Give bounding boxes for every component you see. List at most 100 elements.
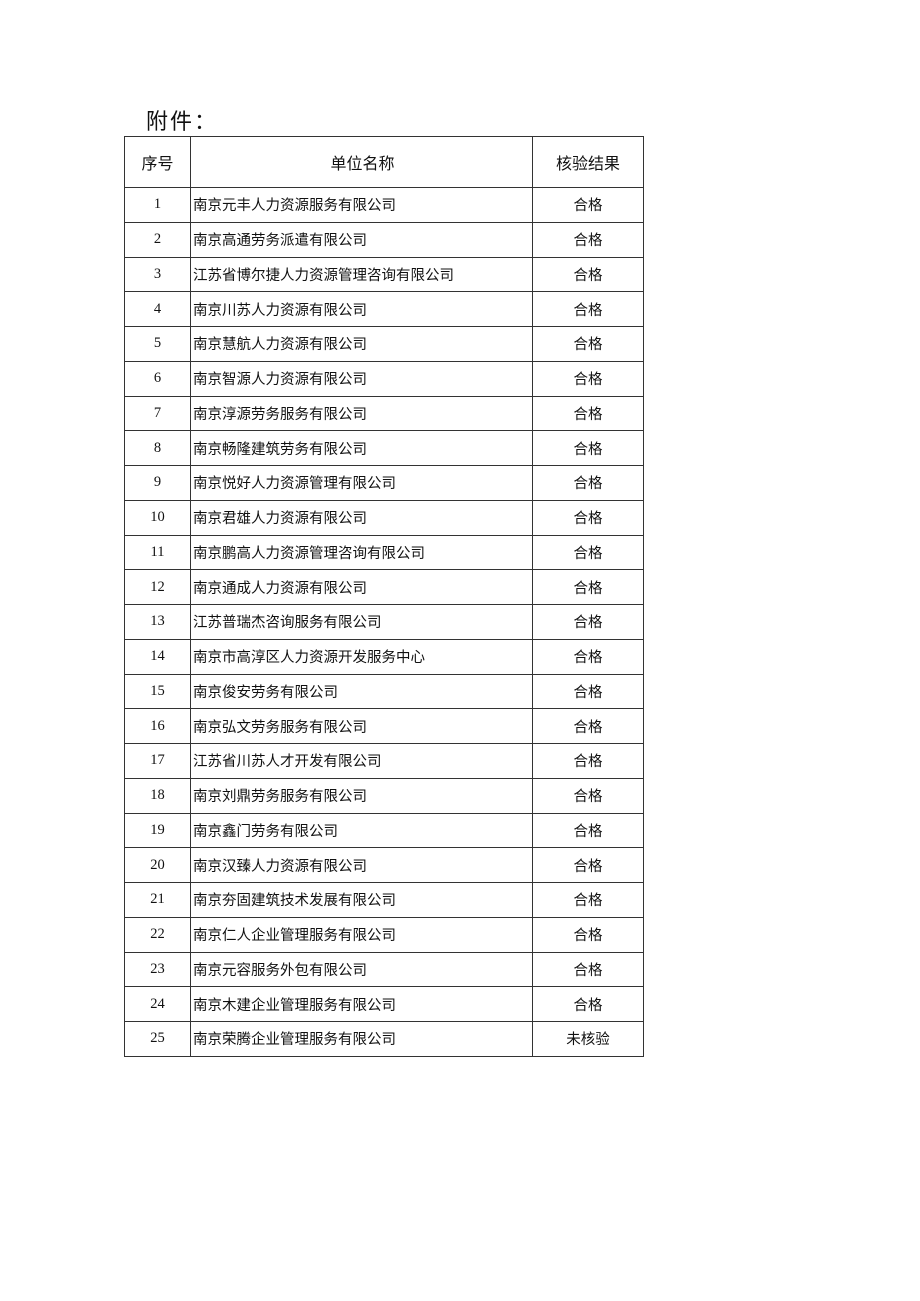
table-row: 16 南京弘文劳务服务有限公司 合格	[124, 708, 644, 744]
unit-name-cell: 南京鑫门劳务有限公司	[190, 812, 533, 849]
result-cell: 合格	[532, 256, 644, 293]
serial-no-cell: 2	[124, 221, 191, 258]
serial-no-cell: 7	[124, 395, 191, 432]
table-row: 4 南京川苏人力资源有限公司 合格	[124, 291, 644, 327]
serial-no-cell: 13	[124, 604, 191, 640]
result-cell: 合格	[532, 499, 644, 536]
serial-no-cell: 23	[124, 951, 191, 988]
serial-no-cell: 1	[124, 187, 191, 223]
table-row: 25 南京荣腾企业管理服务有限公司 未核验	[124, 1021, 644, 1057]
result-cell: 合格	[532, 291, 644, 327]
table-row: 7 南京淳源劳务服务有限公司 合格	[124, 395, 644, 432]
serial-no-cell: 17	[124, 743, 191, 779]
header-result: 核验结果	[532, 136, 644, 188]
result-cell: 合格	[532, 743, 644, 779]
result-cell: 合格	[532, 916, 644, 953]
result-cell: 合格	[532, 534, 644, 571]
result-cell: 合格	[532, 569, 644, 605]
header-serial-no: 序号	[124, 136, 191, 188]
unit-name-cell: 南京市高淳区人力资源开发服务中心	[190, 638, 533, 675]
result-cell: 未核验	[532, 1021, 644, 1057]
serial-no-cell: 25	[124, 1021, 191, 1057]
table-row: 8 南京畅隆建筑劳务有限公司 合格	[124, 430, 644, 466]
result-cell: 合格	[532, 638, 644, 675]
attachment-title: 附件：	[146, 109, 219, 134]
unit-name-cell: 南京悦好人力资源管理有限公司	[190, 465, 533, 501]
unit-name-cell: 江苏省川苏人才开发有限公司	[190, 743, 533, 779]
serial-no-cell: 12	[124, 569, 191, 605]
result-cell: 合格	[532, 673, 644, 710]
table-row: 14 南京市高淳区人力资源开发服务中心 合格	[124, 638, 644, 675]
result-cell: 合格	[532, 465, 644, 501]
unit-name-cell: 南京君雄人力资源有限公司	[190, 499, 533, 536]
serial-no-cell: 4	[124, 291, 191, 327]
table-row: 23 南京元容服务外包有限公司 合格	[124, 951, 644, 988]
serial-no-cell: 3	[124, 256, 191, 293]
table-row: 10 南京君雄人力资源有限公司 合格	[124, 499, 644, 536]
result-cell: 合格	[532, 777, 644, 814]
serial-no-cell: 24	[124, 986, 191, 1022]
table-row: 13 江苏普瑞杰咨询服务有限公司 合格	[124, 604, 644, 640]
result-cell: 合格	[532, 708, 644, 744]
serial-no-cell: 21	[124, 882, 191, 918]
serial-no-cell: 18	[124, 777, 191, 814]
serial-no-cell: 9	[124, 465, 191, 501]
table-row: 5 南京慧航人力资源有限公司 合格	[124, 326, 644, 362]
serial-no-cell: 15	[124, 673, 191, 710]
unit-name-cell: 南京仁人企业管理服务有限公司	[190, 916, 533, 953]
result-cell: 合格	[532, 395, 644, 432]
table-row: 24 南京木建企业管理服务有限公司 合格	[124, 986, 644, 1022]
table-row: 18 南京刘鼎劳务服务有限公司 合格	[124, 777, 644, 814]
unit-name-cell: 南京元丰人力资源服务有限公司	[190, 187, 533, 223]
result-cell: 合格	[532, 951, 644, 988]
table-row: 1 南京元丰人力资源服务有限公司 合格	[124, 187, 644, 223]
table-row: 20 南京汉臻人力资源有限公司 合格	[124, 847, 644, 883]
table-header-row: 序号 单位名称 核验结果	[124, 136, 644, 188]
unit-name-cell: 南京智源人力资源有限公司	[190, 360, 533, 397]
result-cell: 合格	[532, 812, 644, 849]
unit-name-cell: 南京淳源劳务服务有限公司	[190, 395, 533, 432]
unit-name-cell: 江苏省博尔捷人力资源管理咨询有限公司	[190, 256, 533, 293]
serial-no-cell: 6	[124, 360, 191, 397]
result-cell: 合格	[532, 882, 644, 918]
table-row: 3 江苏省博尔捷人力资源管理咨询有限公司 合格	[124, 256, 644, 293]
unit-name-cell: 南京高通劳务派遣有限公司	[190, 221, 533, 258]
unit-name-cell: 南京夯固建筑技术发展有限公司	[190, 882, 533, 918]
table-row: 9 南京悦好人力资源管理有限公司 合格	[124, 465, 644, 501]
unit-name-cell: 南京俊安劳务有限公司	[190, 673, 533, 710]
unit-name-cell: 南京畅隆建筑劳务有限公司	[190, 430, 533, 466]
result-cell: 合格	[532, 847, 644, 883]
table-row: 19 南京鑫门劳务有限公司 合格	[124, 812, 644, 849]
header-unit-name: 单位名称	[190, 136, 533, 188]
unit-name-cell: 南京元容服务外包有限公司	[190, 951, 533, 988]
result-cell: 合格	[532, 430, 644, 466]
unit-name-cell: 南京荣腾企业管理服务有限公司	[190, 1021, 533, 1057]
unit-name-cell: 南京慧航人力资源有限公司	[190, 326, 533, 362]
unit-name-cell: 南京木建企业管理服务有限公司	[190, 986, 533, 1022]
serial-no-cell: 16	[124, 708, 191, 744]
serial-no-cell: 14	[124, 638, 191, 675]
result-cell: 合格	[532, 360, 644, 397]
serial-no-cell: 10	[124, 499, 191, 536]
unit-name-cell: 南京川苏人力资源有限公司	[190, 291, 533, 327]
table-row: 15 南京俊安劳务有限公司 合格	[124, 673, 644, 710]
unit-name-cell: 南京弘文劳务服务有限公司	[190, 708, 533, 744]
unit-name-cell: 南京汉臻人力资源有限公司	[190, 847, 533, 883]
result-cell: 合格	[532, 326, 644, 362]
table-row: 21 南京夯固建筑技术发展有限公司 合格	[124, 882, 644, 918]
serial-no-cell: 22	[124, 916, 191, 953]
result-cell: 合格	[532, 221, 644, 258]
unit-name-cell: 南京鹏高人力资源管理咨询有限公司	[190, 534, 533, 571]
unit-name-cell: 江苏普瑞杰咨询服务有限公司	[190, 604, 533, 640]
result-cell: 合格	[532, 604, 644, 640]
unit-name-cell: 南京刘鼎劳务服务有限公司	[190, 777, 533, 814]
serial-no-cell: 19	[124, 812, 191, 849]
table-row: 22 南京仁人企业管理服务有限公司 合格	[124, 916, 644, 953]
serial-no-cell: 11	[124, 534, 191, 571]
table-row: 2 南京高通劳务派遣有限公司 合格	[124, 221, 644, 258]
result-cell: 合格	[532, 986, 644, 1022]
table-row: 17 江苏省川苏人才开发有限公司 合格	[124, 743, 644, 779]
serial-no-cell: 20	[124, 847, 191, 883]
result-cell: 合格	[532, 187, 644, 223]
table-row: 11 南京鹏高人力资源管理咨询有限公司 合格	[124, 534, 644, 571]
